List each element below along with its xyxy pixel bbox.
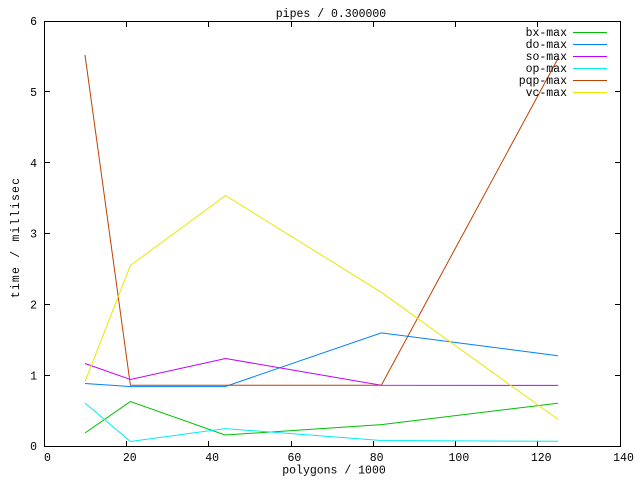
svg-text:time / millisec: time / millisec (10, 177, 23, 299)
svg-text:100: 100 (449, 452, 470, 465)
svg-text:5: 5 (30, 87, 37, 100)
svg-text:80: 80 (370, 452, 384, 465)
svg-text:20: 20 (123, 452, 137, 465)
svg-text:3: 3 (30, 229, 37, 242)
svg-text:2: 2 (30, 300, 37, 313)
svg-text:60: 60 (287, 452, 301, 465)
svg-text:polygons / 1000: polygons / 1000 (282, 465, 386, 478)
svg-text:120: 120 (531, 452, 552, 465)
svg-text:0: 0 (30, 441, 37, 454)
svg-text:1: 1 (30, 370, 37, 383)
svg-text:vc-max: vc-max (526, 87, 568, 100)
svg-text:40: 40 (205, 452, 219, 465)
svg-text:4: 4 (30, 158, 37, 171)
svg-text:pipes / 0.300000: pipes / 0.300000 (276, 8, 387, 21)
svg-text:bx-max: bx-max (526, 27, 568, 40)
svg-text:op-max: op-max (526, 63, 568, 76)
svg-text:6: 6 (30, 16, 37, 29)
svg-text:pqp-max: pqp-max (519, 75, 567, 88)
svg-text:0: 0 (44, 452, 51, 465)
svg-text:140: 140 (613, 452, 634, 465)
svg-text:so-max: so-max (526, 51, 568, 64)
svg-text:do-max: do-max (526, 39, 568, 52)
